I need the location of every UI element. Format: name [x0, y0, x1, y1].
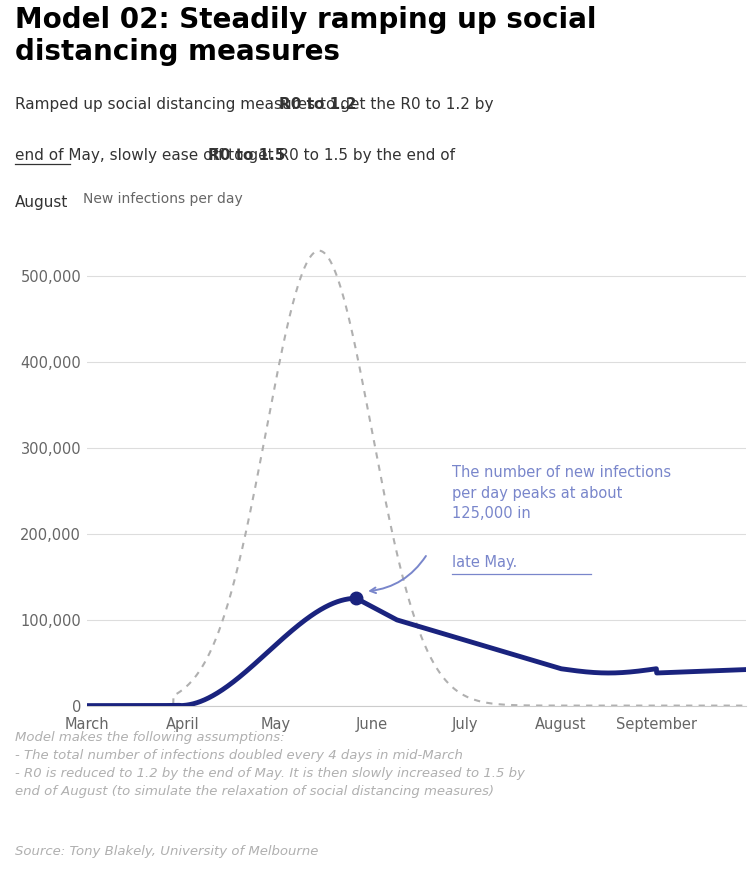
Text: Model 02: Steadily ramping up social
distancing measures: Model 02: Steadily ramping up social dis… [15, 6, 596, 65]
Text: Ramped up social distancing measures to get the R0 to 1.2 by: Ramped up social distancing measures to … [15, 97, 494, 112]
Text: R0 to 1.2: R0 to 1.2 [279, 97, 357, 112]
Text: end of May, slowly ease off to get R0 to 1.5 by the end of: end of May, slowly ease off to get R0 to… [15, 148, 455, 163]
Text: Model makes the following assumptions:
- The total number of infections doubled : Model makes the following assumptions: -… [15, 731, 525, 798]
Text: Source: Tony Blakely, University of Melbourne: Source: Tony Blakely, University of Melb… [15, 845, 318, 858]
Text: R0 to 1.5: R0 to 1.5 [207, 148, 285, 163]
Text: New infections per day: New infections per day [84, 191, 243, 206]
Text: late May.: late May. [452, 555, 517, 570]
Text: The number of new infections
per day peaks at about
125,000 in: The number of new infections per day pea… [452, 465, 671, 521]
Text: August: August [15, 195, 69, 210]
